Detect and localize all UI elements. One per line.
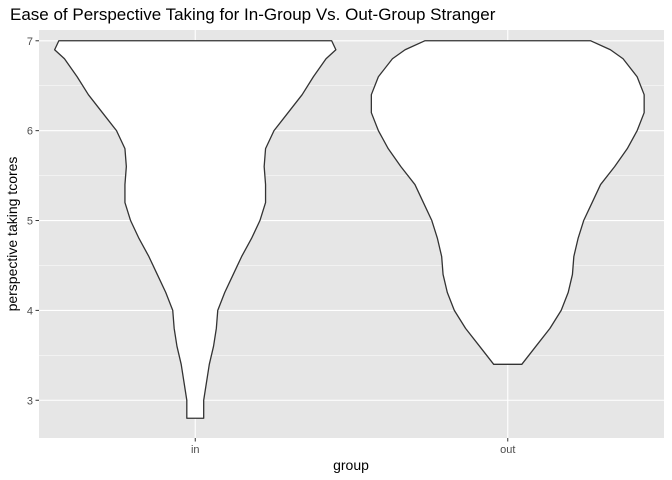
y-tick-label: 6 [27,126,33,138]
violin-in [53,40,337,419]
x-tick-label: in [191,444,200,456]
x-tick-label: out [500,444,515,456]
x-axis-title: group [333,457,369,473]
chart-title: Ease of Perspective Taking for In-Group … [10,5,496,24]
y-tick-label: 7 [27,36,33,48]
violins [53,40,645,419]
axes: 3 4 5 6 7 in out [27,36,516,456]
y-tick-label: 5 [27,216,33,228]
y-tick-label: 3 [27,395,33,407]
y-axis-title: perspective taking tcores [4,157,20,312]
y-tick-label: 4 [27,305,33,317]
violin-out [370,40,645,365]
